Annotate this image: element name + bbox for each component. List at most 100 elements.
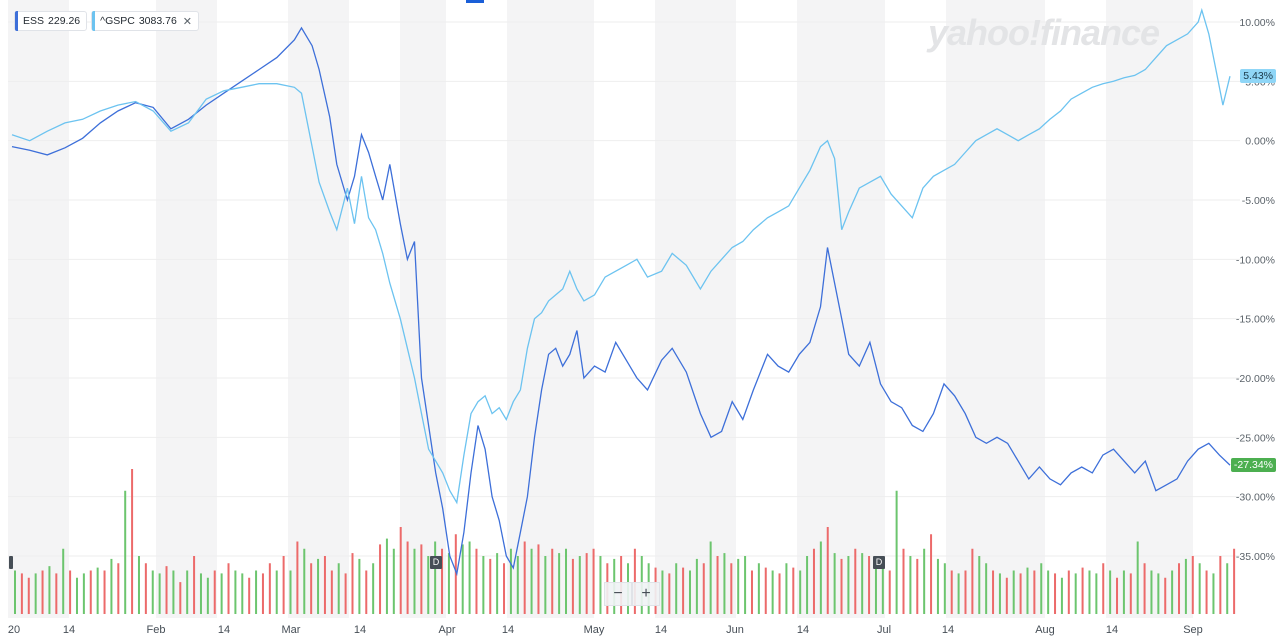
- remove-comparison-close-icon[interactable]: ✕: [182, 15, 193, 28]
- volume-bar: [950, 570, 953, 614]
- volume-bar: [1157, 573, 1160, 614]
- volume-bar: [661, 570, 664, 614]
- volume-bar: [1171, 570, 1174, 614]
- volume-bar: [351, 553, 354, 614]
- volume-bar: [193, 556, 196, 614]
- zoom-controls: − +: [604, 582, 660, 606]
- volume-bar: [179, 582, 182, 614]
- volume-bar: [840, 558, 843, 614]
- volume-bar: [158, 573, 161, 614]
- volume-bar: [537, 544, 540, 614]
- volume-bar: [1191, 556, 1194, 614]
- volume-bar: [881, 567, 884, 614]
- volume-bar: [110, 558, 113, 614]
- volume-bar: [826, 527, 829, 614]
- volume-bar: [1095, 573, 1098, 614]
- x-tick-label: Aug: [1035, 624, 1055, 636]
- volume-bar: [943, 563, 946, 614]
- volume-bar: [978, 556, 981, 614]
- legend-ess[interactable]: ESS 229.26: [14, 11, 88, 31]
- volume-bar: [165, 566, 168, 614]
- x-tick-label: 14: [354, 624, 366, 636]
- volume-bar: [599, 556, 602, 614]
- volume-bar: [186, 570, 189, 614]
- week-band: [1106, 0, 1193, 618]
- volume-bar: [489, 558, 492, 614]
- volume-bar: [344, 573, 347, 614]
- grid-lines: [8, 21, 1240, 557]
- event-marker[interactable]: [9, 556, 13, 569]
- volume-bar: [475, 548, 478, 614]
- gspc-last-badge: 5.43%: [1240, 69, 1276, 83]
- volume-bar: [261, 573, 264, 614]
- volume-bar: [289, 570, 292, 614]
- volume-bar: [1150, 570, 1153, 614]
- volume-bar: [1067, 570, 1070, 614]
- volume-bar: [936, 558, 939, 614]
- x-tick-label: 14: [63, 624, 75, 636]
- volume-bar: [1060, 577, 1063, 614]
- volume-bar: [310, 563, 313, 614]
- y-tick-label: 0.00%: [1245, 136, 1275, 148]
- volume-bar: [55, 573, 58, 614]
- volume-bar: [1102, 563, 1105, 614]
- volume-bar: [737, 558, 740, 614]
- legend-gspc[interactable]: ^GSPC 3083.76 ✕: [91, 11, 200, 31]
- volume-bar: [1005, 577, 1008, 614]
- volume-bar: [151, 570, 154, 614]
- volume-bar: [709, 541, 712, 614]
- volume-bar: [365, 570, 368, 614]
- dividend-marker[interactable]: D: [873, 556, 885, 569]
- volume-bar: [551, 548, 554, 614]
- volume-bar: [868, 556, 871, 614]
- volume-bar: [806, 556, 809, 614]
- volume-bar: [750, 570, 753, 614]
- volume-bar: [234, 570, 237, 614]
- volume-bar: [323, 556, 326, 614]
- volume-bar: [1047, 570, 1050, 614]
- week-band: [797, 0, 885, 618]
- y-tick-label: -5.00%: [1242, 195, 1275, 207]
- volume-bar: [131, 469, 134, 614]
- volume-bar: [964, 570, 967, 614]
- x-tick-label: 20: [8, 624, 20, 636]
- volume-bar: [372, 563, 375, 614]
- volume-bar: [392, 548, 395, 614]
- volume-bar: [695, 558, 698, 614]
- zoom-out-button[interactable]: −: [604, 582, 632, 606]
- volume-bar: [144, 563, 147, 614]
- gspc-swatch: [92, 11, 96, 31]
- volume-bar: [1164, 577, 1167, 614]
- volume-bar: [1012, 570, 1015, 614]
- volume-bar: [206, 577, 209, 614]
- volume-bar: [1109, 570, 1112, 614]
- volume-bar: [688, 570, 691, 614]
- volume-bar: [1226, 563, 1229, 614]
- ess-symbol: ESS: [23, 15, 45, 27]
- legend: ESS 229.26 ^GSPC 3083.76 ✕: [14, 11, 200, 31]
- volume-bar: [385, 538, 388, 614]
- volume-bar: [592, 548, 595, 614]
- range-indicator[interactable]: [466, 0, 484, 3]
- week-band: [655, 0, 736, 618]
- volume-bar: [764, 567, 767, 614]
- volume-bar: [454, 534, 457, 614]
- volume-bar: [482, 556, 485, 614]
- volume-bar: [461, 544, 464, 614]
- volume-bar: [1026, 567, 1029, 614]
- volume-bar: [220, 573, 223, 614]
- volume-bar: [778, 573, 781, 614]
- dividend-marker[interactable]: D: [430, 556, 442, 569]
- volume-bar: [998, 573, 1001, 614]
- volume-bar: [930, 534, 933, 614]
- ess-value: 229.26: [48, 15, 81, 27]
- volume-bar: [96, 567, 99, 614]
- zoom-in-button[interactable]: +: [632, 582, 660, 606]
- volume-bar: [902, 548, 905, 614]
- volume-bar: [1233, 548, 1236, 614]
- ess-swatch: [15, 11, 18, 31]
- y-axis-ticks: 10.00%5.00%0.00%-5.00%-10.00%-15.00%-20.…: [1236, 17, 1275, 563]
- volume-bar: [20, 573, 23, 614]
- x-tick-label: 14: [502, 624, 514, 636]
